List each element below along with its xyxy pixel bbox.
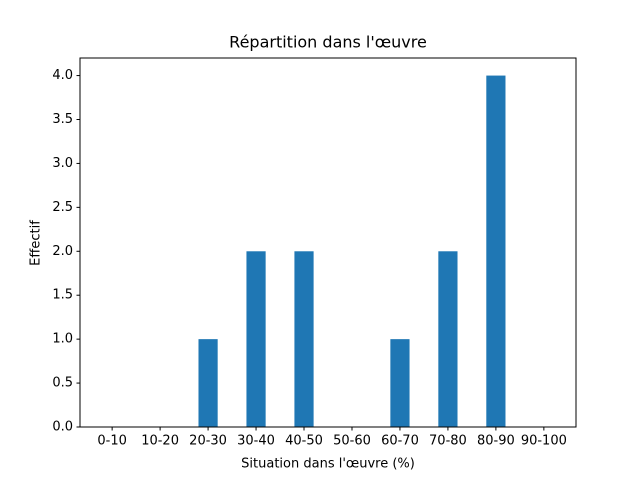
bar bbox=[198, 339, 218, 427]
bar bbox=[294, 251, 314, 427]
x-tick-label: 90-100 bbox=[521, 434, 567, 449]
y-tick-label: 1.5 bbox=[52, 288, 73, 303]
y-tick-label: 2.0 bbox=[52, 244, 73, 259]
bar bbox=[246, 251, 266, 427]
x-tick-label: 0-10 bbox=[97, 434, 127, 449]
x-tick-label: 50-60 bbox=[333, 434, 371, 449]
chart-title: Répartition dans l'œuvre bbox=[229, 33, 427, 52]
x-tick-label: 80-90 bbox=[477, 434, 515, 449]
y-tick-label: 4.0 bbox=[52, 68, 73, 83]
x-tick-label: 10-20 bbox=[141, 434, 179, 449]
y-tick-label: 0.5 bbox=[52, 376, 73, 391]
x-tick-label: 60-70 bbox=[381, 434, 419, 449]
bar bbox=[390, 339, 410, 427]
y-tick-label: 3.5 bbox=[52, 112, 73, 127]
y-axis-label: Effectif bbox=[29, 220, 44, 266]
x-tick-label: 20-30 bbox=[189, 434, 227, 449]
bar bbox=[486, 75, 506, 428]
plot-frame bbox=[79, 57, 577, 428]
y-tick-label: 2.5 bbox=[52, 200, 73, 215]
x-tick-label: 40-50 bbox=[285, 434, 323, 449]
y-tick-label: 0.0 bbox=[52, 420, 73, 435]
x-axis-label: Situation dans l'œuvre (%) bbox=[241, 457, 415, 472]
x-tick-label: 30-40 bbox=[237, 434, 275, 449]
x-tick-label: 70-80 bbox=[429, 434, 467, 449]
y-tick-label: 1.0 bbox=[52, 332, 73, 347]
y-tick-label: 3.0 bbox=[52, 156, 73, 171]
bar bbox=[438, 251, 458, 427]
